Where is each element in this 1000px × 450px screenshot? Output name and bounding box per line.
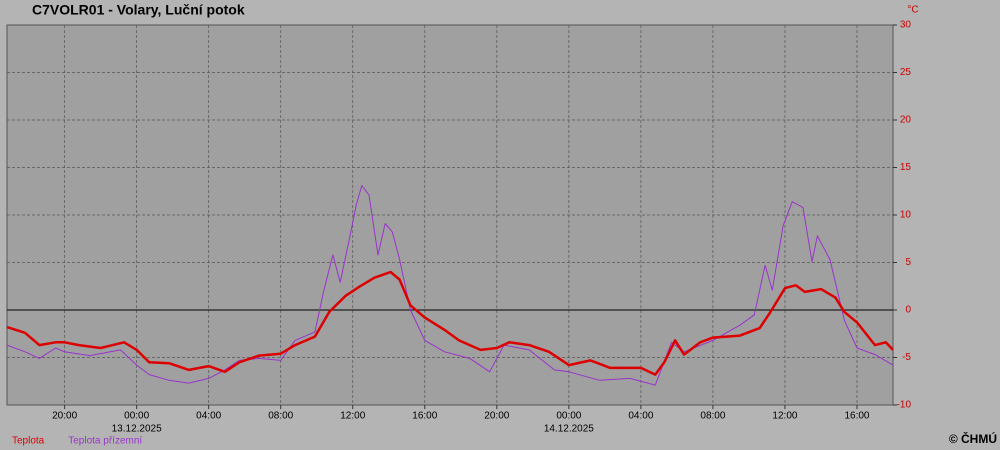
x-tick-label: 16:00 <box>412 411 437 422</box>
y-tick-label: 5 <box>905 257 911 268</box>
legend-entry: Teplota přízemní <box>68 436 142 447</box>
x-tick-label: 16:00 <box>844 411 869 422</box>
x-tick-label: 00:00 <box>556 411 581 422</box>
y-tick-label: 15 <box>900 162 912 173</box>
x-tick-label: 08:00 <box>700 411 725 422</box>
y-tick-label: -10 <box>897 400 912 411</box>
x-tick-label: 00:00 <box>124 411 149 422</box>
y-tick-label: 30 <box>900 20 912 31</box>
x-tick-label: 12:00 <box>340 411 365 422</box>
y-unit: °C <box>907 5 918 16</box>
x-tick-label: 20:00 <box>484 411 509 422</box>
x-tick-label: 04:00 <box>196 411 221 422</box>
date-label: 14.12.2025 <box>544 424 594 435</box>
copyright: © ČHMÚ <box>949 431 997 446</box>
y-tick-label: 0 <box>905 305 911 316</box>
y-tick-label: 20 <box>900 115 912 126</box>
legend-entry: Teplota <box>12 436 45 447</box>
series-line <box>6 270 894 376</box>
chart-title: C7VOLR01 - Volary, Luční potok <box>32 2 245 18</box>
x-tick-label: 08:00 <box>268 411 293 422</box>
y-tick-label: -5 <box>902 352 911 363</box>
x-tick-label: 04:00 <box>628 411 653 422</box>
x-tick-label: 20:00 <box>52 411 77 422</box>
x-tick-label: 12:00 <box>772 411 797 422</box>
y-tick-label: 25 <box>900 67 912 78</box>
y-tick-label: 10 <box>900 210 912 221</box>
date-label: 13.12.2025 <box>112 424 162 435</box>
series-line <box>6 185 894 386</box>
